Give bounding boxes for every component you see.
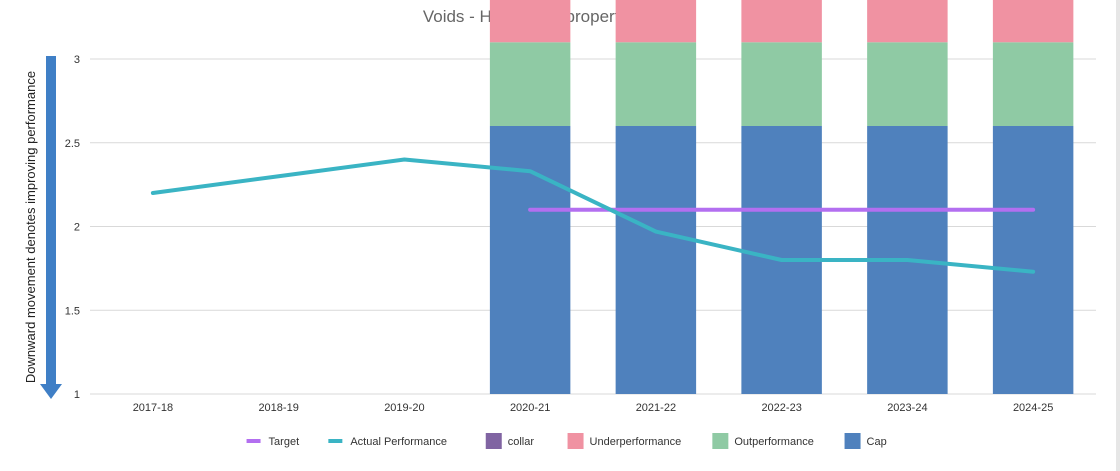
legend-line-swatch	[328, 439, 343, 443]
arrow-head	[40, 384, 62, 399]
bar-segment-underperformance	[741, 0, 822, 43]
legend-box-swatch	[567, 433, 584, 449]
y-axis-title: Downward movement denotes improving perf…	[23, 71, 38, 383]
bar-segment-cap	[992, 126, 1074, 394]
legend-line-swatch	[246, 439, 261, 443]
series-line-actual-performance	[150, 157, 1036, 274]
bar-segment-underperformance	[489, 0, 571, 43]
legend-label: Target	[269, 436, 300, 448]
legend-box-swatch	[712, 433, 729, 449]
legend-item: Underperformance	[567, 433, 682, 449]
legend-label: Outperformance	[734, 436, 813, 448]
legend-box-swatch	[485, 433, 502, 449]
x-tick-label: 2020-21	[510, 402, 550, 414]
legend-box-swatch	[844, 433, 861, 449]
legend-label: Actual Performance	[350, 436, 447, 448]
x-tick-label: 2018-19	[258, 402, 298, 414]
y-tick-label: 2	[74, 222, 80, 234]
legend-label: Underperformance	[590, 436, 682, 448]
legend-item: Target	[246, 436, 300, 448]
bar-segment-underperformance	[867, 0, 948, 43]
legend-item: Outperformance	[712, 433, 814, 449]
legend: Target Actual Performance collar Underperfo…	[246, 433, 887, 449]
bar-segment-underperformance	[615, 0, 697, 43]
x-tick-label: 2023-24	[887, 402, 927, 414]
bar-segment-outperformance	[992, 42, 1074, 126]
y-tick-label: 1.5	[65, 305, 80, 317]
y-tick-labels: 1 1.5 2 2.5 3	[65, 54, 80, 401]
bar-segment-outperformance	[867, 42, 948, 126]
legend-item: Actual Performance	[328, 436, 447, 448]
x-tick-label: 2017-18	[133, 402, 173, 414]
arrow-shaft	[46, 56, 56, 386]
legend-item: Cap	[844, 433, 887, 449]
legend-label: Cap	[867, 436, 887, 448]
y-tick-label: 2.5	[65, 138, 80, 150]
x-tick-label: 2019-20	[384, 402, 424, 414]
x-tick-label: 2021-22	[636, 402, 676, 414]
bar-segment-cap	[615, 126, 697, 394]
series-lines	[150, 157, 1036, 274]
bar-segment-outperformance	[615, 42, 697, 126]
y-tick-label: 3	[74, 54, 80, 66]
x-tick-labels: 2017-18 2018-19 2019-20 2020-21 2021-22 2022-…	[133, 402, 1054, 414]
legend-item: collar	[485, 433, 535, 449]
legend-label: collar	[508, 436, 535, 448]
bar-segment-cap	[489, 126, 571, 394]
down-arrow-icon	[40, 56, 62, 399]
window-edge	[1116, 0, 1120, 471]
x-tick-label: 2024-25	[1013, 402, 1053, 414]
bar-segment-outperformance	[741, 42, 822, 126]
y-tick-label: 1	[74, 389, 80, 401]
bar-segment-outperformance	[489, 42, 571, 126]
bar-segment-underperformance	[992, 0, 1074, 43]
x-tick-label: 2022-23	[761, 402, 801, 414]
